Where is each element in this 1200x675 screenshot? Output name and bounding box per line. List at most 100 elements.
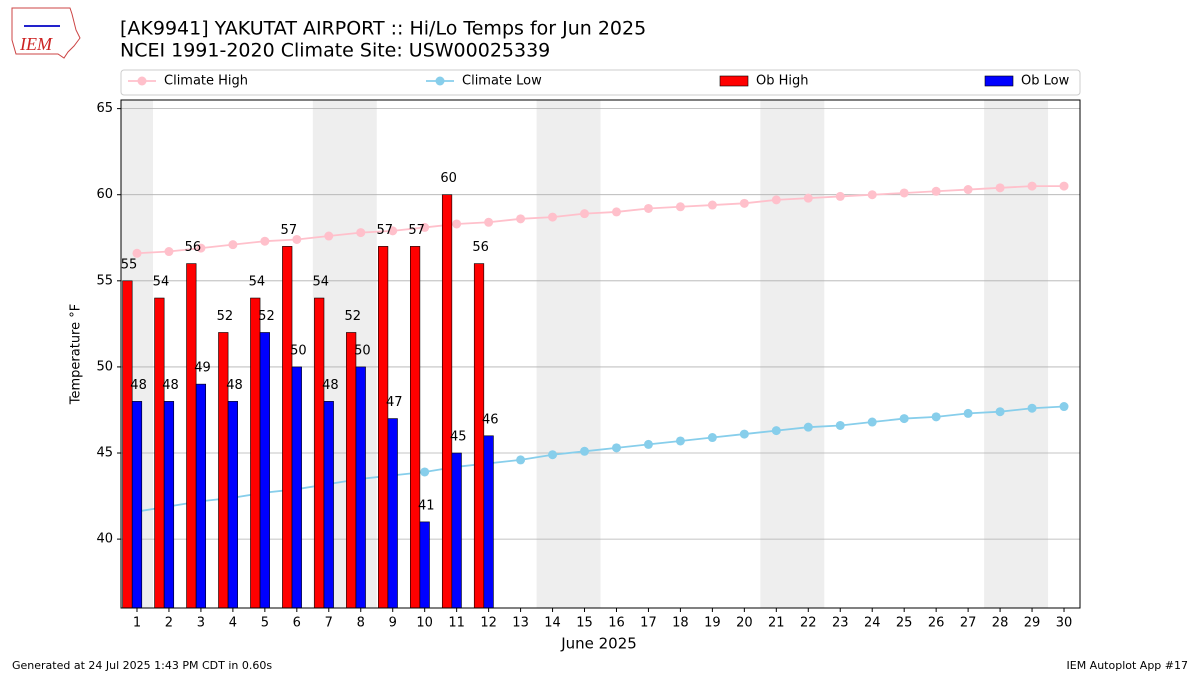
line-marker — [356, 228, 366, 238]
line-marker — [580, 446, 590, 456]
bar-value-label: 57 — [376, 223, 393, 238]
line-marker — [1059, 181, 1069, 191]
bar-value-label: 54 — [313, 275, 330, 290]
legend-label: Climate Low — [462, 74, 542, 89]
x-tick-label: 23 — [832, 616, 849, 631]
x-tick-label: 26 — [928, 616, 945, 631]
line-marker — [835, 420, 845, 430]
bar-value-label: 41 — [418, 498, 435, 513]
line-marker — [899, 414, 909, 424]
line-marker — [324, 231, 334, 241]
bar-value-label: 50 — [290, 343, 307, 358]
chart-title: [AK9941] YAKUTAT AIRPORT :: Hi/Lo Temps … — [120, 18, 646, 40]
x-tick-label: 2 — [165, 616, 173, 631]
line-marker — [707, 200, 717, 210]
bar-value-label: 56 — [185, 240, 202, 255]
bar — [131, 401, 143, 609]
line-marker — [516, 455, 526, 465]
line-marker — [675, 436, 685, 446]
line-marker — [963, 408, 973, 418]
x-tick-label: 27 — [960, 616, 977, 631]
line-marker — [196, 243, 206, 253]
line-marker — [420, 467, 430, 477]
x-tick-label: 7 — [325, 616, 333, 631]
bar — [227, 401, 238, 609]
line-marker — [292, 234, 302, 244]
legend-label: Ob High — [756, 74, 809, 89]
bar-value-label: 46 — [482, 412, 499, 427]
y-tick-label: 55 — [96, 273, 113, 288]
x-axis-label: June 2025 — [560, 635, 637, 653]
legend-marker — [137, 76, 147, 86]
bar — [378, 246, 389, 609]
x-tick-label: 17 — [640, 616, 657, 631]
line-marker — [899, 188, 909, 198]
y-tick-label: 50 — [96, 359, 113, 374]
x-tick-label: 28 — [992, 616, 1009, 631]
line-marker — [963, 185, 973, 195]
bar — [451, 452, 462, 609]
logo-text: IEM — [19, 34, 53, 54]
bar — [195, 383, 207, 609]
bar-value-label: 57 — [408, 223, 425, 238]
line-marker — [675, 202, 685, 212]
line-marker — [739, 198, 749, 208]
bar — [122, 280, 133, 609]
weekend-band — [984, 100, 1049, 608]
x-tick-label: 1 — [133, 616, 141, 631]
bar-value-label: 57 — [281, 223, 298, 238]
bar-value-label: 48 — [226, 378, 243, 393]
line-marker — [1027, 403, 1037, 413]
bar-value-label: 45 — [450, 430, 467, 445]
bar-value-label: 47 — [386, 395, 403, 410]
logo-outline — [11, 7, 81, 59]
logo: IEM — [11, 7, 81, 59]
bar — [441, 194, 453, 609]
x-tick-label: 22 — [800, 616, 817, 631]
bar-value-label: 52 — [344, 309, 361, 324]
line-marker — [228, 240, 238, 250]
bar-value-label: 52 — [217, 309, 234, 324]
line-marker — [835, 191, 845, 201]
bar-value-label: 55 — [121, 257, 138, 272]
line-marker — [803, 193, 813, 203]
chart-subtitle: NCEI 1991-2020 Climate Site: USW00025339 — [120, 40, 550, 62]
bar-value-label: 54 — [153, 275, 170, 290]
line-marker — [420, 222, 430, 232]
y-tick-label: 40 — [96, 532, 113, 547]
line-marker — [452, 219, 462, 229]
x-tick-label: 25 — [896, 616, 913, 631]
x-tick-label: 14 — [544, 616, 561, 631]
footer-left: Generated at 24 Jul 2025 1:43 PM CDT in … — [12, 659, 272, 672]
y-tick-label: 60 — [96, 187, 113, 202]
y-axis-label: Temperature °F — [69, 304, 84, 405]
line-marker — [260, 236, 270, 246]
bar — [323, 401, 334, 609]
line-marker — [388, 226, 398, 236]
line — [136, 185, 1065, 255]
line-marker — [164, 247, 174, 257]
x-tick-label: 3 — [197, 616, 205, 631]
x-tick-label: 4 — [229, 616, 237, 631]
plot: 55 54 56 52 54 57 54 52 57 57 60 56 48 48 49 48 52 50 48 50… — [121, 100, 1080, 609]
bar — [154, 297, 165, 609]
bar — [186, 263, 197, 609]
line-marker — [484, 217, 494, 227]
legend-label: Ob Low — [1021, 74, 1070, 89]
bar — [473, 263, 485, 609]
bar — [314, 297, 325, 609]
line-marker — [867, 190, 877, 200]
x-tick-label: 16 — [608, 616, 625, 631]
line-marker — [643, 203, 653, 213]
bar-value-label: 48 — [130, 378, 147, 393]
x-tick-label: 30 — [1056, 616, 1073, 631]
bar — [291, 366, 302, 609]
line-marker — [1027, 181, 1037, 191]
bar — [259, 332, 270, 609]
line-marker — [771, 195, 781, 205]
line-marker — [580, 209, 590, 219]
x-tick-label: 29 — [1024, 616, 1041, 631]
line-marker — [995, 407, 1005, 417]
